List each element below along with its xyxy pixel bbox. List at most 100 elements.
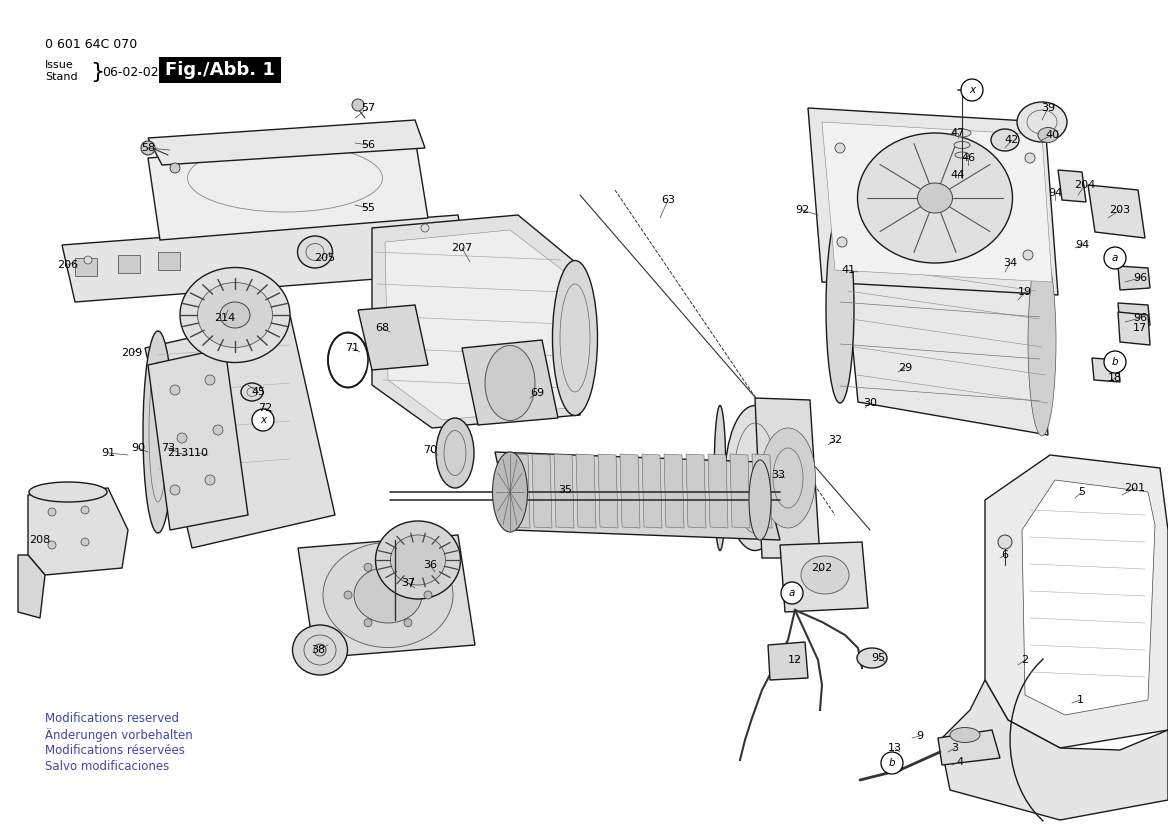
Circle shape [178,433,187,443]
Polygon shape [298,535,475,658]
Text: x: x [260,415,266,425]
Circle shape [881,752,903,774]
Text: 4: 4 [957,757,964,767]
Text: 94: 94 [1075,240,1089,250]
Text: 96: 96 [1133,273,1147,283]
Circle shape [420,224,429,232]
Text: 214: 214 [215,313,236,323]
Circle shape [48,541,56,549]
Polygon shape [808,108,1058,295]
Ellipse shape [950,728,980,743]
Circle shape [364,619,371,627]
Text: 202: 202 [812,563,833,573]
Text: 204: 204 [1075,180,1096,190]
Circle shape [206,375,215,385]
Circle shape [1026,153,1035,163]
Circle shape [997,535,1011,549]
Bar [75,258,97,276]
Text: 33: 33 [771,470,785,480]
Text: Fig./Abb. 1: Fig./Abb. 1 [165,61,274,79]
Ellipse shape [990,129,1018,151]
Polygon shape [148,120,425,165]
Ellipse shape [826,213,854,403]
Polygon shape [531,454,552,528]
Text: 58: 58 [141,143,155,153]
Text: 56: 56 [361,140,375,150]
Polygon shape [385,230,568,420]
Text: 73: 73 [161,443,175,453]
Ellipse shape [298,236,333,268]
Ellipse shape [485,345,535,420]
Text: 5: 5 [1078,487,1085,497]
Polygon shape [1089,185,1145,238]
Circle shape [1104,247,1126,269]
Polygon shape [1118,303,1150,327]
Circle shape [252,409,274,431]
Bar [118,255,140,273]
Circle shape [404,619,412,627]
Polygon shape [752,454,772,528]
Text: 2: 2 [1022,655,1029,665]
Circle shape [171,485,180,495]
Polygon shape [576,454,596,528]
Text: 55: 55 [361,203,375,213]
Text: 70: 70 [423,445,437,455]
Text: Salvo modificaciones: Salvo modificaciones [46,760,169,773]
Polygon shape [28,488,128,575]
Circle shape [961,79,983,101]
Ellipse shape [953,129,971,137]
Polygon shape [554,454,573,528]
Polygon shape [940,680,1168,820]
Text: 69: 69 [530,388,544,398]
Polygon shape [642,454,662,528]
Polygon shape [620,454,640,528]
Text: Änderungen vorbehalten: Änderungen vorbehalten [46,728,193,742]
Polygon shape [145,315,335,548]
Ellipse shape [375,521,460,599]
Circle shape [48,508,56,516]
Ellipse shape [760,428,815,528]
Text: 57: 57 [361,103,375,113]
Text: 1: 1 [1077,695,1084,705]
Text: }: } [90,62,104,82]
Text: 19: 19 [1018,287,1033,297]
Ellipse shape [857,133,1013,263]
Ellipse shape [955,152,969,158]
Text: 45: 45 [251,387,265,397]
Text: 206: 206 [57,260,78,270]
Text: 47: 47 [951,128,965,138]
Circle shape [81,506,89,514]
Ellipse shape [390,535,445,585]
Text: 91: 91 [100,448,116,458]
Polygon shape [359,305,427,370]
Ellipse shape [954,141,969,149]
Circle shape [424,591,432,599]
Circle shape [314,644,326,656]
Circle shape [352,99,364,111]
Polygon shape [148,348,248,530]
Polygon shape [938,730,1000,765]
Text: 40: 40 [1045,130,1059,140]
Text: 68: 68 [375,323,389,333]
Ellipse shape [714,406,726,550]
Ellipse shape [241,383,263,401]
Text: 37: 37 [401,578,415,588]
Text: 36: 36 [423,560,437,570]
Text: 110: 110 [188,448,209,458]
Text: 44: 44 [951,170,965,180]
Text: a: a [788,588,795,598]
Text: 35: 35 [558,485,572,495]
Text: 39: 39 [1041,103,1055,113]
Text: 94: 94 [1048,188,1062,198]
Text: 42: 42 [1004,135,1020,145]
Ellipse shape [354,567,422,623]
FancyBboxPatch shape [159,57,281,83]
Text: 9: 9 [917,731,924,741]
Polygon shape [730,454,750,528]
Circle shape [81,538,89,546]
Polygon shape [686,454,705,528]
Polygon shape [18,555,46,618]
Ellipse shape [857,648,887,668]
Polygon shape [769,642,808,680]
Text: 12: 12 [788,655,802,665]
